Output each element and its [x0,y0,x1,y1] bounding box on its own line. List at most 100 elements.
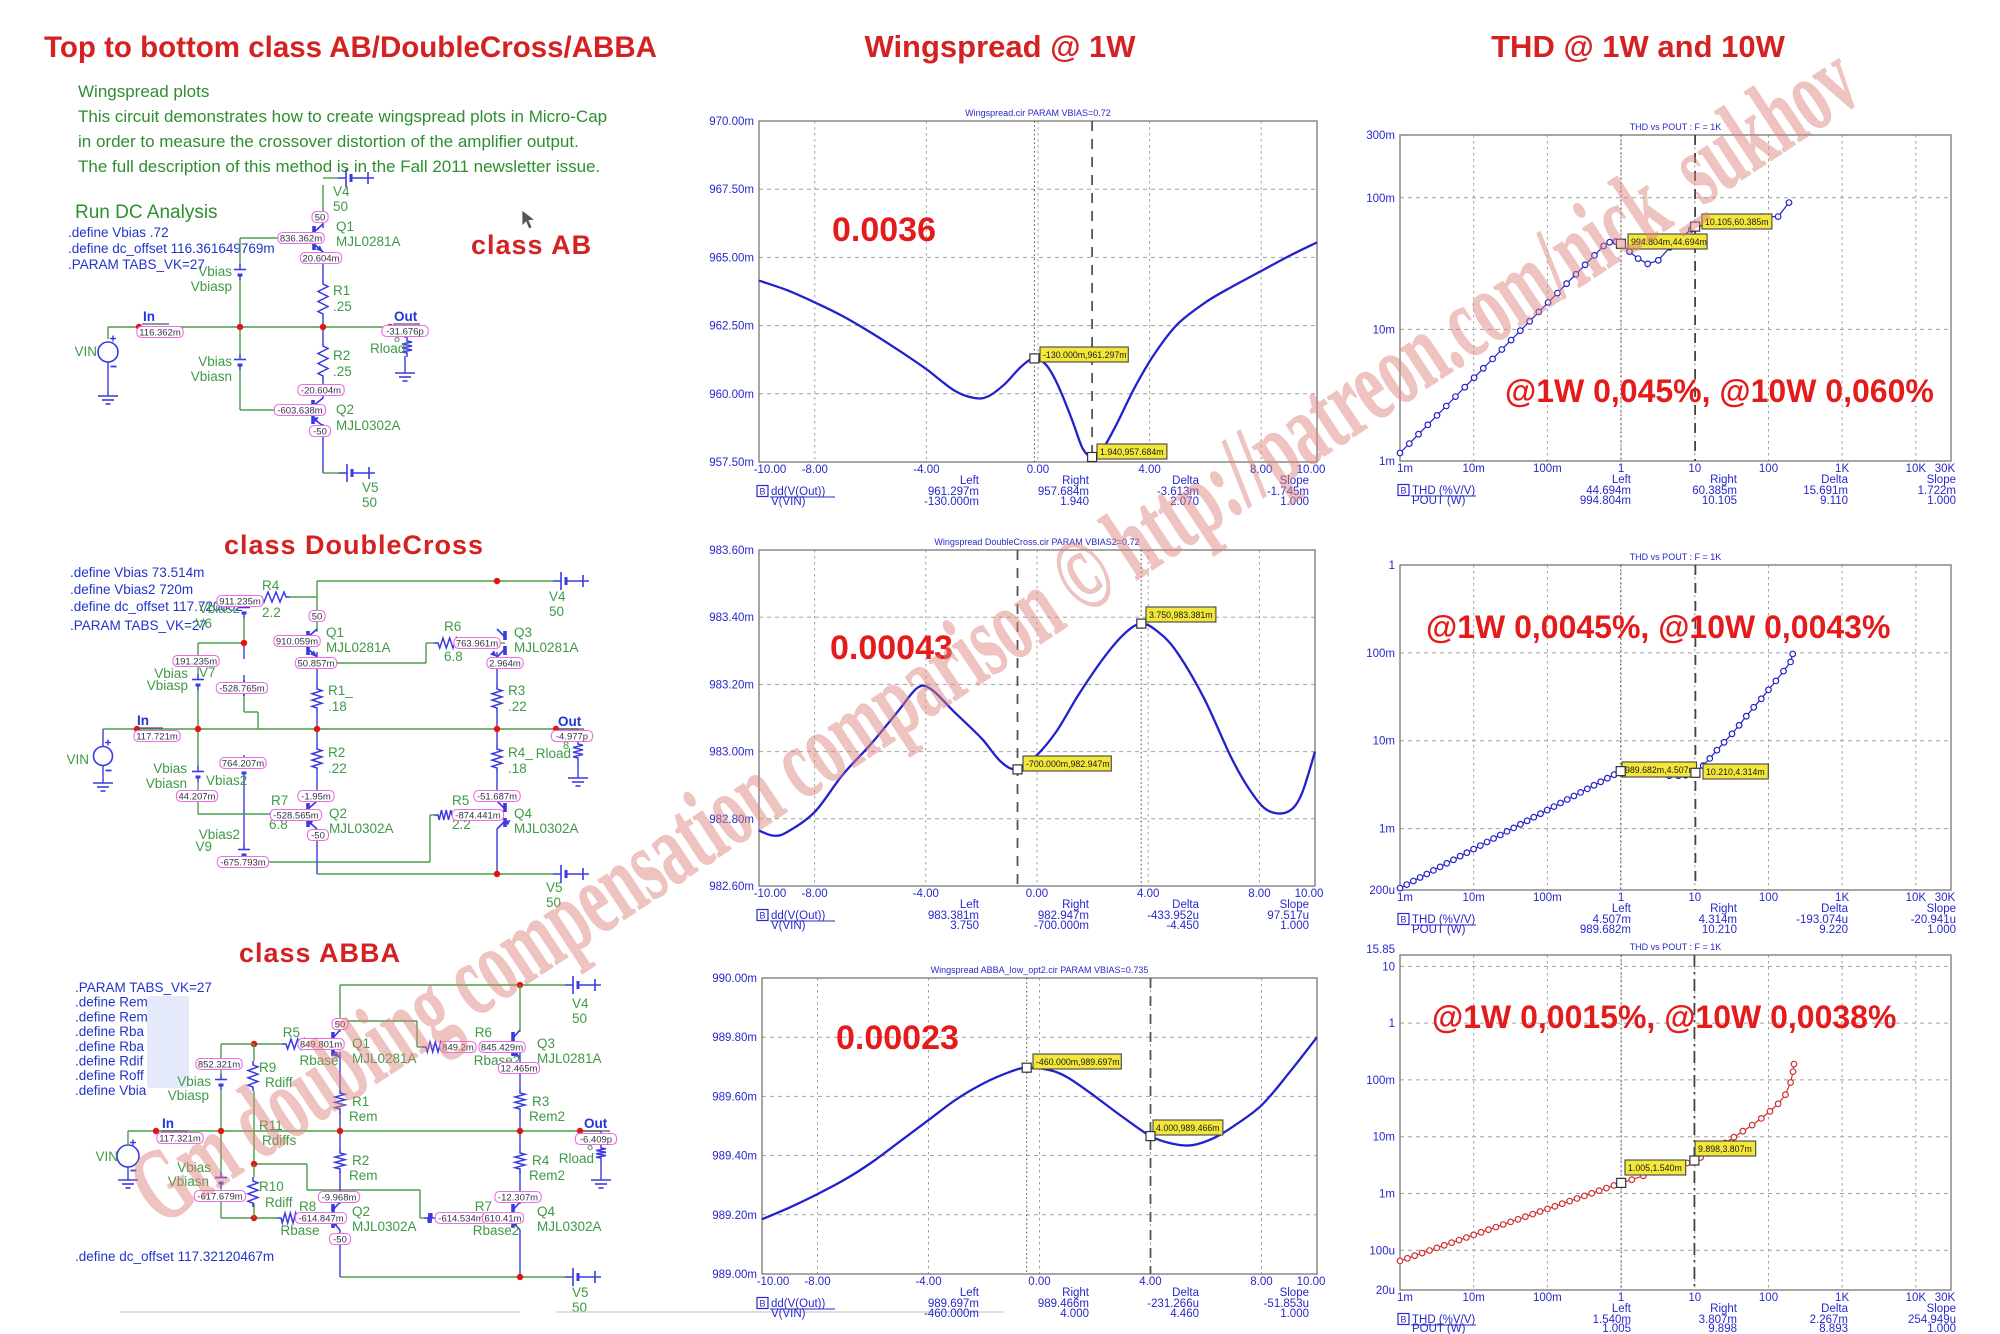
svg-text:V4: V4 [549,589,566,604]
svg-text:Out: Out [394,309,418,324]
svg-text:R2: R2 [352,1153,369,1168]
svg-text:MJL0302A: MJL0302A [537,1219,602,1234]
svg-text:50.857m: 50.857m [298,658,335,669]
svg-text:class ABBA: class ABBA [239,938,401,968]
svg-text:8.00: 8.00 [1248,888,1270,900]
svg-text:1: 1 [1389,560,1395,572]
svg-text:9.220: 9.220 [1819,924,1848,936]
svg-text:Vbias: Vbias [177,1074,211,1089]
svg-text:R1_: R1_ [328,683,353,698]
svg-text:0.00023: 0.00023 [836,1019,959,1057]
svg-text:VIN: VIN [66,752,89,767]
svg-text:200u: 200u [1369,885,1395,897]
svg-text:Rbase: Rbase [299,1053,338,1068]
svg-text:Q4: Q4 [514,806,533,821]
svg-text:1.000: 1.000 [1280,920,1309,932]
svg-text:8: 8 [587,1141,593,1153]
svg-text:-130.000m: -130.000m [924,496,979,508]
svg-text:44.207m: 44.207m [179,791,216,802]
svg-text:in order to measure the crosso: in order to measure the crossover distor… [78,132,579,151]
svg-text:10: 10 [1688,892,1701,904]
svg-text:-193.074u: -193.074u [1796,914,1848,926]
svg-text:20u: 20u [1376,1285,1395,1297]
svg-text:3.750: 3.750 [950,920,979,932]
svg-text:Slope: Slope [1280,1287,1309,1299]
svg-text:-130.000m,961.297m: -130.000m,961.297m [1043,350,1127,360]
svg-text:-10.00: -10.00 [757,1276,790,1288]
svg-text:Delta: Delta [1821,903,1848,915]
svg-text:965.00m: 965.00m [709,252,754,264]
svg-text:B: B [1400,1315,1406,1325]
svg-text:R4: R4 [532,1153,550,1168]
svg-text:Left: Left [960,475,980,487]
svg-text:1.005,1.540m: 1.005,1.540m [1628,1163,1682,1173]
svg-text:1m: 1m [1397,1292,1413,1304]
svg-text:-700.000m: -700.000m [1034,920,1089,932]
svg-text:Vbiasp: Vbiasp [168,1088,209,1103]
svg-text:50: 50 [546,895,561,910]
svg-text:Vbias: Vbias [154,666,188,681]
svg-text:Rload: Rload [536,746,571,761]
svg-text:Wingspread plots: Wingspread plots [78,82,209,101]
svg-text:.define Vbias .72: .define Vbias .72 [68,225,169,240]
svg-text:R3: R3 [508,683,525,698]
svg-text:4.507m: 4.507m [1593,914,1631,926]
svg-text:960.00m: 960.00m [709,389,754,401]
svg-text:Rload: Rload [559,1151,594,1166]
svg-text:.define Rba: .define Rba [75,1039,145,1054]
svg-text:20.604m: 20.604m [303,253,340,264]
svg-text:V6: V6 [195,616,212,631]
svg-text:970.00m: 970.00m [709,116,754,128]
svg-text:Rload: Rload [370,341,405,356]
svg-text:-603.638m: -603.638m [277,405,323,416]
svg-text:-50: -50 [311,830,325,841]
svg-text:989.682m,4.507m: 989.682m,4.507m [1625,765,1696,775]
svg-text:989.20m: 989.20m [712,1210,757,1222]
svg-text:-4.977p: -4.977p [556,731,588,742]
svg-text:989.466m: 989.466m [1038,1298,1089,1310]
svg-text:R7: R7 [475,1199,492,1214]
svg-text:-4.00: -4.00 [913,888,939,900]
svg-text:1.722m: 1.722m [1918,485,1956,497]
svg-text:MJL0281A: MJL0281A [326,640,391,655]
svg-text:1.000: 1.000 [1280,496,1309,508]
svg-text:-528.565m: -528.565m [273,810,319,821]
svg-text:Vbiasp: Vbiasp [191,279,232,294]
svg-text:9.898: 9.898 [1708,1323,1737,1334]
svg-text:MJL0302A: MJL0302A [352,1219,417,1234]
svg-text:1m: 1m [1379,824,1395,836]
svg-text:0.00: 0.00 [1026,888,1048,900]
svg-text:MJL0281A: MJL0281A [336,234,401,249]
svg-text:R11: R11 [259,1118,283,1133]
svg-text:.define Vbias 73.514m: .define Vbias 73.514m [70,565,204,580]
svg-text:R6: R6 [475,1025,492,1040]
svg-text:254.949u: 254.949u [1908,1314,1956,1326]
svg-text:Vbiasp: Vbiasp [147,678,188,693]
svg-text:-8.00: -8.00 [801,888,827,900]
svg-text:983.00m: 983.00m [709,747,754,759]
svg-text:-1.745m: -1.745m [1267,486,1309,498]
svg-text:Rem: Rem [349,1168,378,1183]
svg-text:Q3: Q3 [514,625,532,640]
svg-text:-20.941u: -20.941u [1911,914,1956,926]
svg-text:.25: .25 [333,364,352,379]
svg-text:0.00: 0.00 [1028,1276,1050,1288]
svg-text:Out: Out [558,714,582,729]
svg-text:100m: 100m [1366,193,1395,205]
svg-text:300m: 300m [1366,130,1395,142]
svg-text:836.362m: 836.362m [280,233,322,244]
svg-text:-10.00: -10.00 [754,464,787,476]
svg-text:10.105,60.385m: 10.105,60.385m [1705,217,1769,227]
svg-text:.PARAM TABS_VK=27: .PARAM TABS_VK=27 [68,257,205,272]
svg-text:THD vs POUT : F = 1K: THD vs POUT : F = 1K [1630,942,1722,952]
svg-text:-614.847m: -614.847m [298,1213,344,1224]
svg-text:-51.853u: -51.853u [1264,1298,1309,1310]
svg-text:10: 10 [1382,961,1395,973]
svg-text:764.207m: 764.207m [222,758,264,769]
svg-text:The full description of this m: The full description of this method is i… [78,157,600,176]
svg-text:Wingspread @ 1W: Wingspread @ 1W [864,29,1136,64]
svg-text:THD (%V/V): THD (%V/V) [1412,1314,1475,1326]
svg-text:-874.441m: -874.441m [455,810,501,821]
svg-text:Q1: Q1 [336,219,354,234]
svg-text:50: 50 [572,1011,587,1026]
